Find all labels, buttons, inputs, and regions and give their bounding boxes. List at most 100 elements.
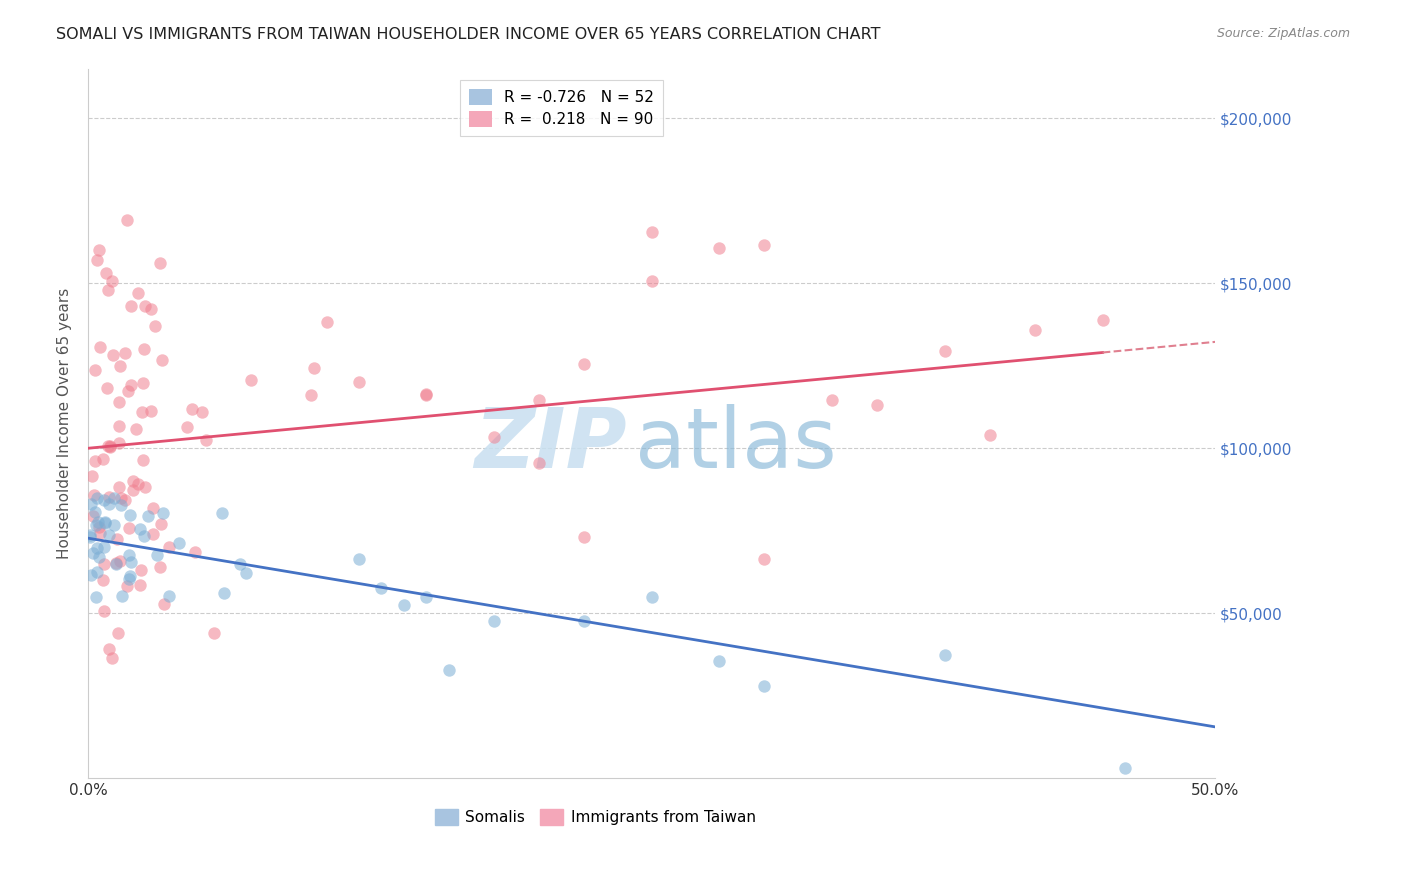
Point	[149, 560, 172, 574]
Point	[149, 256, 172, 270]
Point	[84, 590, 107, 604]
Point	[482, 614, 505, 628]
Point	[1114, 761, 1136, 775]
Point	[108, 435, 131, 450]
Point	[415, 388, 437, 402]
Point	[98, 438, 121, 452]
Point	[184, 545, 207, 559]
Point	[91, 451, 114, 466]
Point	[181, 401, 204, 416]
Point	[84, 363, 107, 377]
Point	[134, 342, 156, 356]
Point	[115, 579, 138, 593]
Point	[86, 491, 108, 505]
Point	[132, 376, 155, 390]
Point	[821, 392, 844, 407]
Point	[96, 266, 118, 280]
Point	[86, 565, 108, 579]
Point	[93, 540, 115, 554]
Point	[131, 405, 153, 419]
Point	[754, 238, 776, 252]
Point	[89, 243, 111, 257]
Point	[194, 433, 217, 447]
Point	[143, 318, 166, 333]
Point	[117, 384, 139, 398]
Point	[527, 392, 550, 407]
Point	[572, 530, 595, 544]
Point	[152, 597, 174, 611]
Point	[114, 346, 136, 360]
Point	[118, 508, 141, 522]
Point	[120, 299, 142, 313]
Point	[709, 654, 731, 668]
Point	[122, 474, 145, 488]
Point	[347, 375, 370, 389]
Point	[152, 506, 174, 520]
Point	[83, 488, 105, 502]
Point	[80, 498, 103, 512]
Point	[415, 590, 437, 604]
Point	[754, 680, 776, 694]
Point	[141, 404, 163, 418]
Point	[101, 274, 124, 288]
Point	[121, 483, 143, 498]
Point	[239, 373, 262, 387]
Point	[176, 420, 198, 434]
Point	[157, 589, 180, 603]
Point	[299, 388, 322, 402]
Point	[103, 491, 125, 505]
Text: ZIP: ZIP	[474, 404, 627, 485]
Point	[97, 642, 120, 657]
Point	[136, 508, 159, 523]
Point	[82, 509, 104, 524]
Point	[302, 360, 325, 375]
Point	[572, 614, 595, 628]
Point	[120, 555, 142, 569]
Point	[167, 535, 190, 549]
Point	[934, 648, 956, 662]
Point	[202, 625, 225, 640]
Point	[87, 549, 110, 564]
Point	[93, 558, 115, 572]
Point	[114, 492, 136, 507]
Legend: Somalis, Immigrants from Taiwan: Somalis, Immigrants from Taiwan	[426, 800, 765, 834]
Point	[159, 541, 181, 555]
Point	[129, 578, 152, 592]
Point	[134, 480, 156, 494]
Point	[370, 581, 392, 595]
Point	[131, 564, 153, 578]
Point	[86, 252, 108, 267]
Point	[91, 573, 114, 587]
Point	[108, 359, 131, 373]
Point	[86, 541, 108, 555]
Point	[120, 569, 142, 583]
Point	[79, 528, 101, 542]
Point	[235, 566, 257, 580]
Point	[134, 299, 156, 313]
Point	[79, 530, 101, 544]
Point	[98, 490, 121, 504]
Point	[482, 430, 505, 444]
Point	[108, 418, 131, 433]
Point	[80, 568, 103, 582]
Point	[93, 516, 115, 530]
Point	[97, 439, 120, 453]
Point	[150, 352, 173, 367]
Point	[212, 586, 235, 600]
Point	[107, 626, 129, 640]
Point	[87, 520, 110, 534]
Point	[527, 456, 550, 470]
Point	[117, 548, 139, 562]
Point	[641, 275, 664, 289]
Point	[105, 532, 128, 546]
Point	[96, 381, 118, 395]
Point	[149, 516, 172, 531]
Point	[437, 663, 460, 677]
Point	[110, 491, 132, 505]
Point	[754, 552, 776, 566]
Point	[89, 340, 111, 354]
Point	[1024, 323, 1046, 337]
Point	[87, 515, 110, 529]
Point	[146, 548, 169, 562]
Point	[89, 526, 111, 541]
